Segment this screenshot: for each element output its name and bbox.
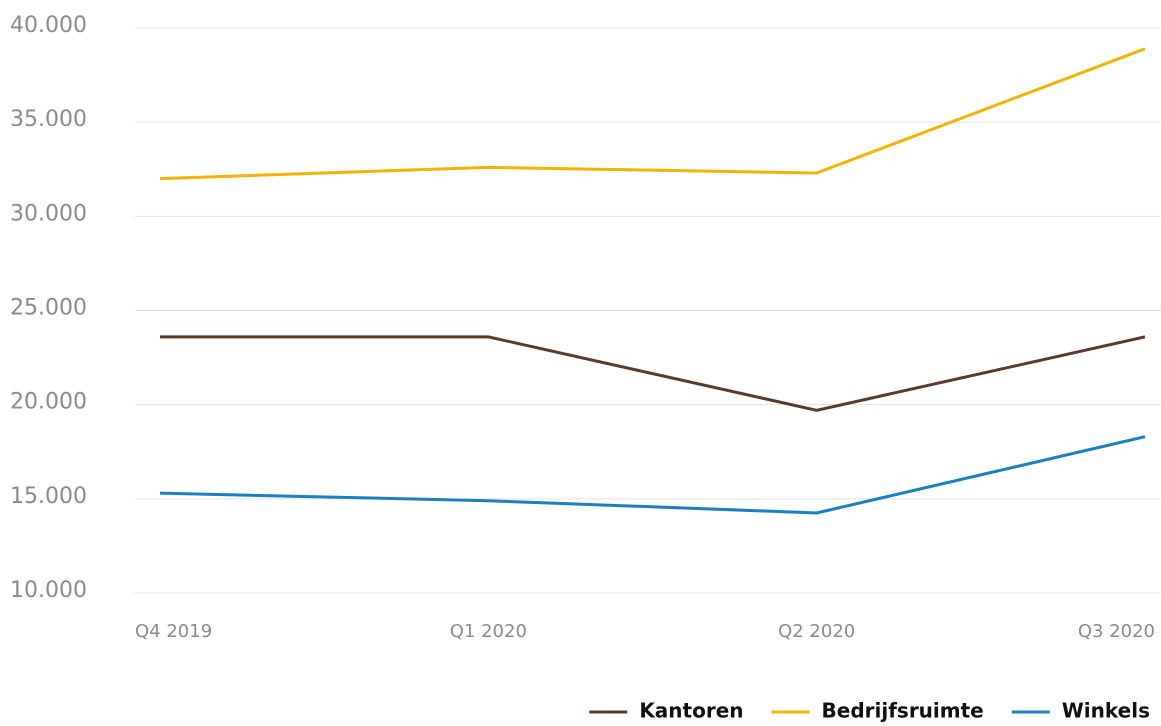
y-tick-label: 25.000 xyxy=(10,296,87,321)
series-line xyxy=(159,47,1146,181)
legend-label: Winkels xyxy=(1062,699,1150,723)
legend-label: Bedrijfsruimte xyxy=(822,699,984,723)
x-tick-label: Q1 2020 xyxy=(450,621,527,642)
series-line xyxy=(159,435,1146,515)
y-tick-label: 35.000 xyxy=(10,107,87,132)
y-tick-label: 15.000 xyxy=(10,484,87,509)
y-tick-label: 10.000 xyxy=(10,578,87,603)
y-tick-label: 30.000 xyxy=(10,201,87,226)
x-tick-label: Q4 2019 xyxy=(135,621,212,642)
legend-label: Kantoren xyxy=(639,699,743,723)
x-tick-label: Q2 2020 xyxy=(778,621,855,642)
x-tick-label: Q3 2020 xyxy=(1078,621,1155,642)
y-tick-label: 40.000 xyxy=(10,13,87,38)
series-line xyxy=(160,335,1146,412)
y-tick-label: 20.000 xyxy=(10,390,87,415)
